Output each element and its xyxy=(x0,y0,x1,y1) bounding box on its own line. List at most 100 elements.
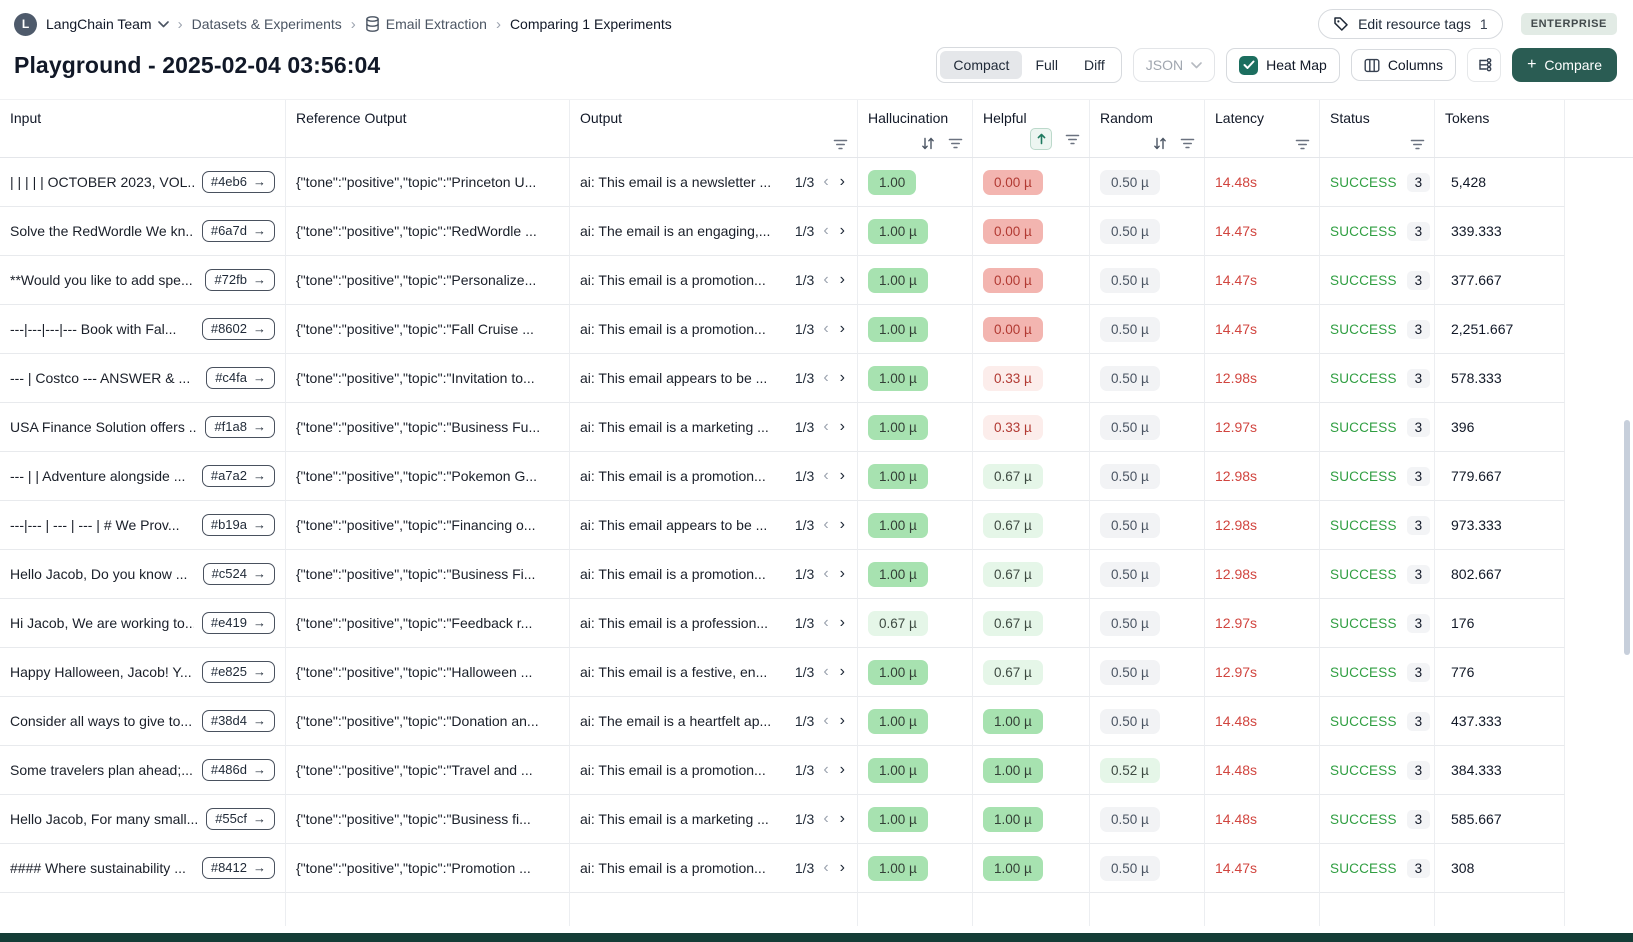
partial-cell xyxy=(0,893,286,926)
filter-icon[interactable] xyxy=(1180,138,1195,149)
previous-run-icon[interactable]: ‹ xyxy=(823,859,829,876)
previous-run-icon[interactable]: ‹ xyxy=(823,565,829,582)
table-row[interactable]: Happy Halloween, Jacob! Y... #e825 → {"t… xyxy=(0,648,1633,697)
next-run-icon[interactable]: › xyxy=(839,712,845,729)
previous-run-icon[interactable]: ‹ xyxy=(823,173,829,190)
filter-icon[interactable] xyxy=(1065,134,1080,145)
previous-run-icon[interactable]: ‹ xyxy=(823,271,829,288)
columns-button[interactable]: Columns xyxy=(1350,49,1457,81)
view-mode-diff[interactable]: Diff xyxy=(1071,51,1118,79)
hallucination-cell: 1.00 µ xyxy=(858,207,973,256)
table-row[interactable]: #### Where sustainability ... #8412 → {"… xyxy=(0,844,1633,893)
tree-view-button[interactable] xyxy=(1467,48,1502,82)
sort-ascending-active-icon[interactable] xyxy=(1030,128,1052,150)
example-id-badge[interactable]: #38d4 → xyxy=(201,710,275,732)
helpful-cell: 1.00 µ xyxy=(973,697,1090,746)
example-id-badge[interactable]: #c4fa → xyxy=(206,367,275,389)
example-id-badge[interactable]: #e825 → xyxy=(201,661,275,683)
next-run-icon[interactable]: › xyxy=(839,222,845,239)
example-id-badge[interactable]: #72fb → xyxy=(205,269,275,291)
view-mode-full[interactable]: Full xyxy=(1022,51,1071,79)
breadcrumb-datasets[interactable]: Datasets & Experiments xyxy=(192,16,342,32)
heat-map-toggle[interactable]: Heat Map xyxy=(1226,47,1340,83)
row-output-text: ai: This email is a promotion... xyxy=(580,468,766,484)
table-row[interactable]: Some travelers plan ahead;... #486d → {"… xyxy=(0,746,1633,795)
breadcrumb-dataset[interactable]: Email Extraction xyxy=(365,16,487,32)
example-id-badge[interactable]: #4eb6 → xyxy=(201,171,275,193)
table-row[interactable]: Solve the RedWordle We kn... #6a7d → {"t… xyxy=(0,207,1633,256)
previous-run-icon[interactable]: ‹ xyxy=(823,663,829,680)
edit-resource-tags-button[interactable]: Edit resource tags 1 xyxy=(1318,9,1503,39)
previous-run-icon[interactable]: ‹ xyxy=(823,761,829,778)
columns-icon xyxy=(1364,58,1380,73)
output-cell: ai: The email is an engaging,... 1/3 ‹ › xyxy=(570,207,858,256)
compare-button[interactable]: + Compare xyxy=(1512,48,1617,82)
next-run-icon[interactable]: › xyxy=(839,810,845,827)
table-row[interactable]: Hello Jacob, For many small... #55cf → {… xyxy=(0,795,1633,844)
table-row[interactable]: Consider all ways to give to... #38d4 → … xyxy=(0,697,1633,746)
previous-run-icon[interactable]: ‹ xyxy=(823,222,829,239)
table-row[interactable]: | | | | | OCTOBER 2023, VOL... #4eb6 → {… xyxy=(0,158,1633,207)
example-id-badge[interactable]: #b19a → xyxy=(201,514,275,536)
previous-run-icon[interactable]: ‹ xyxy=(823,320,829,337)
example-id-badge[interactable]: #f1a8 → xyxy=(205,416,275,438)
hallucination-cell: 1.00 µ xyxy=(858,452,973,501)
example-id-badge[interactable]: #e419 → xyxy=(201,612,275,634)
filter-icon[interactable] xyxy=(1410,139,1425,150)
example-id-badge[interactable]: #c524 → xyxy=(202,563,275,585)
previous-run-icon[interactable]: ‹ xyxy=(823,614,829,631)
table-row[interactable]: --- | | Adventure alongside ... #a7a2 → … xyxy=(0,452,1633,501)
previous-run-icon[interactable]: ‹ xyxy=(823,810,829,827)
next-run-icon[interactable]: › xyxy=(839,173,845,190)
vertical-scrollbar[interactable] xyxy=(1624,420,1630,655)
filter-icon[interactable] xyxy=(833,139,848,150)
previous-run-icon[interactable]: ‹ xyxy=(823,516,829,533)
next-run-icon[interactable]: › xyxy=(839,761,845,778)
next-run-icon[interactable]: › xyxy=(839,271,845,288)
example-id-badge[interactable]: #a7a2 → xyxy=(201,465,275,487)
next-run-icon[interactable]: › xyxy=(839,663,845,680)
table-row[interactable]: --- | Costco --- ANSWER & ... #c4fa → {"… xyxy=(0,354,1633,403)
previous-run-icon[interactable]: ‹ xyxy=(823,369,829,386)
example-id-badge[interactable]: #6a7d → xyxy=(201,220,275,242)
arrow-right-icon: → xyxy=(253,370,266,385)
run-counter: 1/3 xyxy=(794,713,815,729)
tokens-value: 2,251.667 xyxy=(1451,321,1514,337)
table-row[interactable]: Hi Jacob, We are working to... #e419 → {… xyxy=(0,599,1633,648)
status-cell: SUCCESS 3 xyxy=(1320,746,1435,795)
filter-icon[interactable] xyxy=(1295,139,1310,150)
next-run-icon[interactable]: › xyxy=(839,320,845,337)
next-run-icon[interactable]: › xyxy=(839,369,845,386)
next-run-icon[interactable]: › xyxy=(839,516,845,533)
next-run-icon[interactable]: › xyxy=(839,859,845,876)
gutter-cell xyxy=(1565,746,1633,795)
sort-icon[interactable] xyxy=(1153,137,1167,150)
table-row[interactable]: **Would you like to add spe... #72fb → {… xyxy=(0,256,1633,305)
table-row[interactable]: ---|--- | --- | --- | # We Prov... #b19a… xyxy=(0,501,1633,550)
example-id-badge[interactable]: #486d → xyxy=(201,759,275,781)
helpful-cell: 0.67 µ xyxy=(973,550,1090,599)
row-input-text: Hello Jacob, For many small... xyxy=(10,811,199,827)
column-label: Latency xyxy=(1215,110,1265,126)
previous-run-icon[interactable]: ‹ xyxy=(823,467,829,484)
team-switcher[interactable]: LangChain Team xyxy=(46,16,169,32)
json-format-select[interactable]: JSON xyxy=(1132,48,1216,82)
table-row[interactable]: ---|---|---|--- Book with Fal... #8602 →… xyxy=(0,305,1633,354)
previous-run-icon[interactable]: ‹ xyxy=(823,418,829,435)
previous-run-icon[interactable]: ‹ xyxy=(823,712,829,729)
table-row[interactable]: Hello Jacob, Do you know ... #c524 → {"t… xyxy=(0,550,1633,599)
example-id-badge[interactable]: #8602 → xyxy=(201,318,275,340)
row-output-text: ai: This email is a marketing ... xyxy=(580,811,769,827)
run-counter: 1/3 xyxy=(794,174,815,190)
latency-value: 12.98s xyxy=(1215,517,1258,533)
table-row[interactable]: USA Finance Solution offers ... #f1a8 → … xyxy=(0,403,1633,452)
filter-icon[interactable] xyxy=(948,138,963,149)
view-mode-compact[interactable]: Compact xyxy=(940,51,1023,79)
next-run-icon[interactable]: › xyxy=(839,467,845,484)
next-run-icon[interactable]: › xyxy=(839,418,845,435)
example-id-badge[interactable]: #55cf → xyxy=(206,808,275,830)
next-run-icon[interactable]: › xyxy=(839,565,845,582)
example-id-badge[interactable]: #8412 → xyxy=(201,857,275,879)
next-run-icon[interactable]: › xyxy=(839,614,845,631)
sort-icon[interactable] xyxy=(921,137,935,150)
